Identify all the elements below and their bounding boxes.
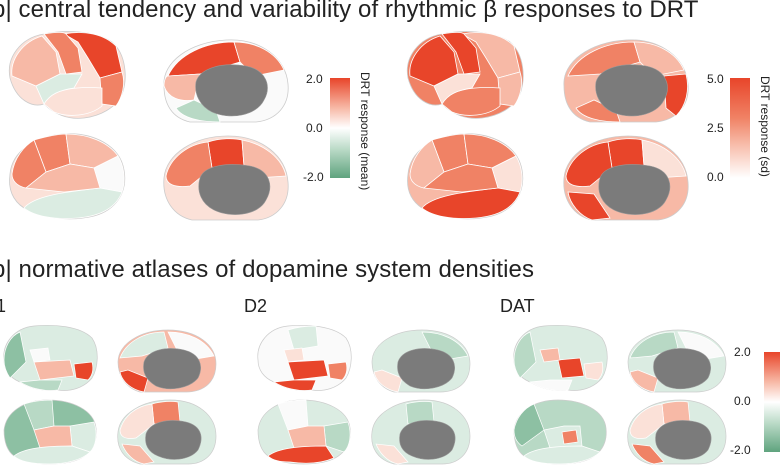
mean-colorbar-tick-high: 2.0 [306, 72, 323, 86]
brain-sd-lateral-left [402, 28, 526, 120]
density-colorbar-tick-mid: 0.0 [734, 394, 751, 408]
brain-dat-lateral-left [510, 322, 610, 394]
brain-mean-medial-left [160, 36, 292, 124]
brain-d2-medial-right [368, 396, 474, 466]
mean-colorbar [330, 78, 350, 178]
brain-mean-lateral-left [4, 28, 128, 120]
density-colorbar-tick-low: -2.0 [730, 443, 751, 457]
brain-dat-lateral-right [510, 396, 610, 466]
brain-sd-medial-left [560, 36, 692, 124]
mean-colorbar-tick-mid: 0.0 [306, 121, 323, 135]
brain-mean-medial-right [160, 132, 292, 222]
sd-colorbar-label: DRT response (sd) [758, 76, 772, 177]
brain-dat-medial-right [624, 396, 730, 466]
brain-d1-lateral-right [0, 396, 100, 466]
brain-d2-lateral-left [254, 322, 354, 394]
mean-colorbar-label: DRT response (mean) [358, 72, 372, 191]
atlas-label-dat: DAT [500, 296, 535, 316]
sd-colorbar-tick-high: 5.0 [707, 72, 724, 86]
brain-sd-medial-right [560, 132, 692, 222]
density-colorbar-tick-high: 2.0 [734, 345, 751, 359]
panel-a-title: b| central tendency and variability of r… [0, 0, 699, 23]
atlas-label-d2: D2 [244, 296, 268, 316]
brain-d2-medial-left [368, 326, 474, 394]
sd-colorbar-tick-mid: 2.5 [707, 121, 724, 135]
brain-d2-lateral-right [254, 396, 354, 466]
brain-mean-lateral-right [4, 130, 128, 222]
mean-colorbar-tick-low: -2.0 [303, 170, 324, 184]
sd-colorbar [730, 78, 750, 178]
panel-b-title: b| normative atlases of dopamine system … [0, 256, 535, 283]
brain-sd-lateral-right [402, 130, 526, 222]
atlas-label-d1: 1 [0, 296, 7, 316]
sd-colorbar-tick-low: 0.0 [707, 170, 724, 184]
brain-dat-medial-left [624, 326, 730, 394]
density-colorbar [764, 352, 780, 452]
brain-d1-medial-right [114, 396, 220, 466]
brain-d1-lateral-left [0, 322, 100, 394]
brain-d1-medial-left [114, 326, 220, 394]
